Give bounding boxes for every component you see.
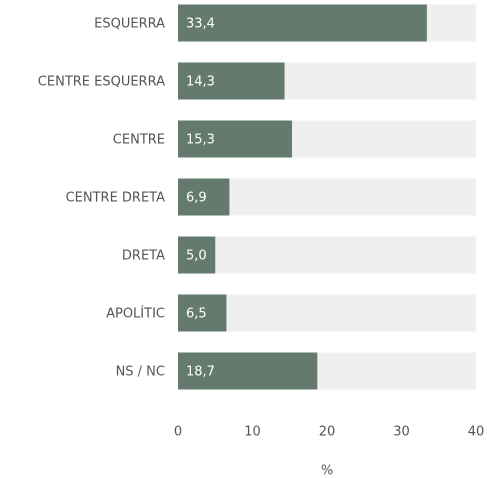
value-label: 15,3	[186, 133, 215, 148]
x-tick-label: 20	[319, 425, 336, 440]
value-label: 5,0	[186, 249, 207, 264]
category-label: NS / NC	[116, 365, 165, 380]
x-axis-label: %	[321, 464, 333, 478]
x-tick-label: 40	[468, 425, 485, 440]
x-tick-label: 30	[393, 425, 410, 440]
bar	[178, 236, 216, 274]
bar	[178, 120, 292, 158]
value-label: 6,5	[186, 307, 207, 322]
category-label: CENTRE ESQUERRA	[38, 75, 165, 90]
track	[178, 294, 476, 332]
value-label: 6,9	[186, 191, 207, 206]
value-label: 33,4	[186, 17, 215, 32]
x-tick-label: 10	[244, 425, 261, 440]
category-label: CENTRE	[113, 133, 165, 148]
value-label: 18,7	[186, 365, 215, 380]
bar	[178, 4, 427, 42]
bar	[178, 178, 230, 216]
category-label: DRETA	[122, 249, 165, 264]
value-label: 14,3	[186, 75, 215, 90]
category-label: CENTRE DRETA	[66, 191, 166, 206]
x-tick-label: 0	[174, 425, 182, 440]
category-label: APOLÍTIC	[106, 306, 165, 322]
bar	[178, 62, 285, 100]
bar	[178, 294, 227, 332]
track	[178, 236, 476, 274]
bar	[178, 352, 318, 390]
category-label: ESQUERRA	[94, 17, 165, 32]
